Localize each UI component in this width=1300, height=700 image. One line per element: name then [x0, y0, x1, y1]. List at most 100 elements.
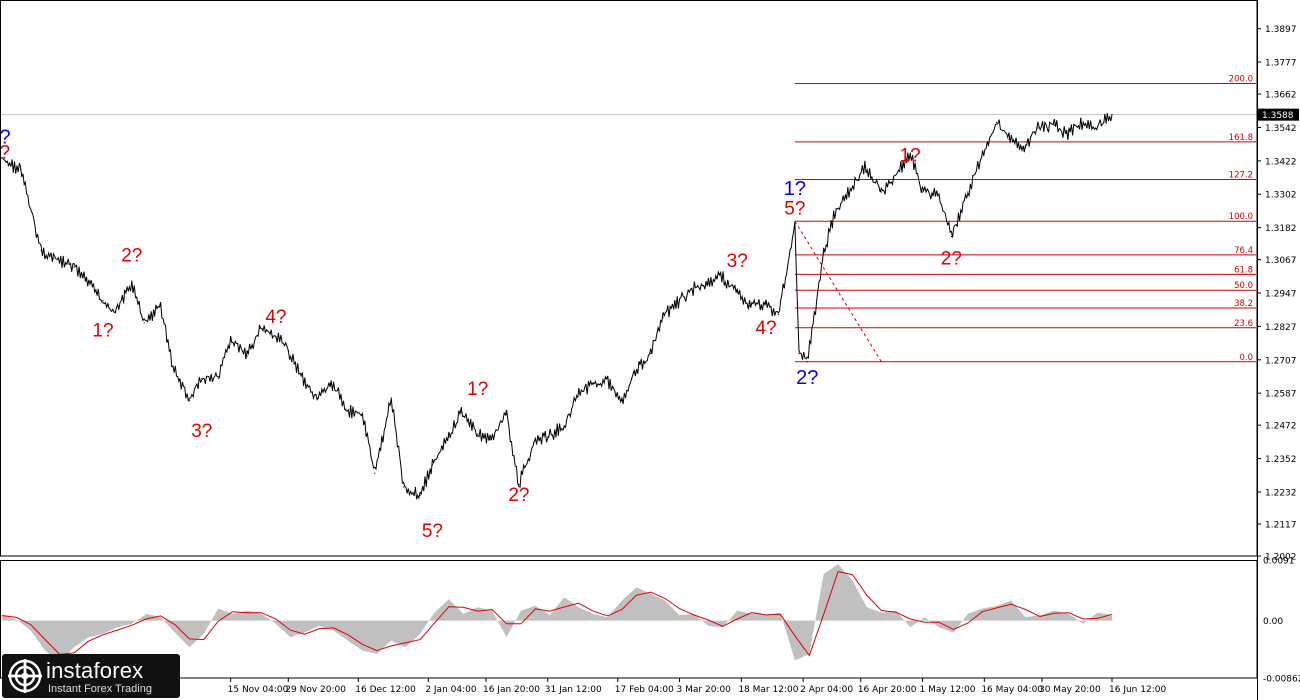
price-tick-label: 1.3422 — [1265, 157, 1297, 167]
price-data-point — [230, 338, 232, 341]
date-tick-label: 15 Nov 04:00 — [228, 685, 289, 695]
date-tick-label: 2 Jan 04:00 — [425, 685, 477, 695]
price-data-point — [748, 305, 751, 307]
price-data-point — [851, 185, 854, 188]
date-tick-label: 2 Apr 04:00 — [800, 685, 853, 695]
price-data-point — [1024, 146, 1027, 149]
logo-tagline: Instant Forex Trading — [48, 683, 152, 695]
fib-level-label: 50.0 — [1234, 281, 1253, 291]
date-tick-label: 17 Feb 04:00 — [615, 685, 674, 695]
price-data-point — [604, 377, 607, 380]
wave-label: 2? — [508, 485, 529, 506]
price-data-point — [489, 439, 491, 441]
fib-level-label: 76.4 — [1234, 246, 1253, 256]
price-data-point — [172, 366, 174, 368]
wave-label: 4? — [755, 318, 776, 339]
price-tick-label: 1.2352 — [1265, 455, 1297, 465]
wave-label: 2? — [796, 367, 818, 389]
price-data-point — [633, 372, 635, 374]
price-data-point — [621, 400, 623, 402]
price-data-point — [979, 160, 981, 163]
price-data-point — [691, 288, 693, 291]
price-tick-label: 1.3897 — [1265, 25, 1297, 35]
price-tick-label: 1.2232 — [1265, 488, 1297, 498]
date-tick-label: 30 May 20:00 — [1039, 685, 1101, 695]
price-data-point — [188, 400, 191, 402]
wave-label: 3? — [727, 251, 748, 272]
wave-label: 1? — [900, 145, 921, 166]
price-data-point — [678, 299, 681, 302]
price-data-point — [720, 274, 722, 277]
wave-label: 2? — [121, 246, 142, 267]
oscillator-histogram — [2, 564, 1112, 662]
price-data-point — [835, 208, 837, 210]
oscillator-tick-label: 0.00 — [1263, 617, 1283, 627]
wave-label: 1? — [467, 379, 488, 400]
date-tick-label: 3 Mar 20:00 — [677, 685, 732, 695]
price-data-point — [864, 166, 866, 168]
price-data-point — [1037, 127, 1039, 129]
price-data-point — [950, 235, 952, 238]
price-data-point — [390, 397, 392, 399]
price-tick-label: 1.2707 — [1265, 356, 1297, 366]
price-data-point — [304, 380, 306, 382]
price-data-point — [419, 494, 421, 496]
fib-level-label: 61.8 — [1234, 265, 1253, 275]
fib-level-label: 200.0 — [1229, 74, 1253, 84]
price-tick-label: 1.3777 — [1265, 59, 1297, 69]
price-data-point — [345, 408, 347, 410]
instaforex-logo: instaforex Instant Forex Trading — [2, 654, 180, 698]
price-data-point — [361, 414, 364, 416]
price-data-point — [287, 350, 289, 352]
price-data-point — [921, 191, 924, 193]
price-data-point — [19, 169, 22, 171]
date-tick-label: 16 May 04:00 — [981, 685, 1043, 695]
fib-level-label: 23.6 — [1234, 319, 1253, 329]
wave-label: c? — [0, 126, 11, 148]
price-tick-label: 1.2587 — [1265, 390, 1297, 400]
oscillator-tick-label: 0.0091 — [1263, 557, 1295, 567]
price-data-point — [794, 224, 796, 227]
price-data-point — [1066, 132, 1068, 135]
price-data-point — [160, 305, 162, 307]
price-data-point — [477, 433, 479, 435]
price-data-point — [258, 327, 261, 329]
wave-label: 2? — [941, 248, 962, 269]
current-price-box — [1258, 108, 1299, 121]
price-tick-label: 1.2472 — [1265, 422, 1297, 432]
instaforex-logo-icon — [8, 659, 42, 693]
oscillator-signal-line — [1, 571, 1113, 657]
price-data-point — [893, 177, 895, 179]
price-data-point — [707, 283, 709, 285]
price-data-point — [374, 472, 376, 474]
price-data-point — [909, 152, 911, 154]
price-tick-label: 1.3542 — [1265, 124, 1297, 134]
price-tick-label: 1.2117 — [1265, 520, 1297, 530]
logo-name: instaforex — [46, 658, 144, 683]
price-tick-label: 1.2827 — [1265, 323, 1297, 333]
date-tick-label: 16 Apr 20:00 — [858, 685, 917, 695]
price-tick-label: 1.3662 — [1265, 91, 1297, 101]
wave-label: c? — [0, 143, 10, 164]
oscillator-tick-label: -0.00862 — [1263, 675, 1300, 685]
price-data-point — [102, 299, 104, 302]
fib-level-label: 100.0 — [1229, 212, 1253, 222]
price-data-point — [534, 439, 537, 441]
date-tick-label: 18 Mar 12:00 — [738, 685, 798, 695]
fib-level-label: 0.0 — [1239, 353, 1253, 363]
price-data-point — [547, 436, 549, 438]
price-data-point — [143, 322, 145, 324]
date-tick-label: 31 Jan 12:00 — [545, 685, 602, 695]
price-data-point — [806, 361, 808, 363]
price-data-point — [592, 383, 594, 385]
date-tick-label: 16 Dec 12:00 — [355, 685, 416, 695]
price-data-point — [217, 377, 219, 380]
price-tick-label: 1.3182 — [1265, 224, 1297, 234]
fib-level-label: 161.8 — [1229, 133, 1253, 143]
wave-label: 1? — [92, 321, 113, 342]
price-data-point — [246, 355, 248, 357]
wave-label: 3? — [191, 421, 212, 442]
price-data-point — [201, 377, 203, 380]
